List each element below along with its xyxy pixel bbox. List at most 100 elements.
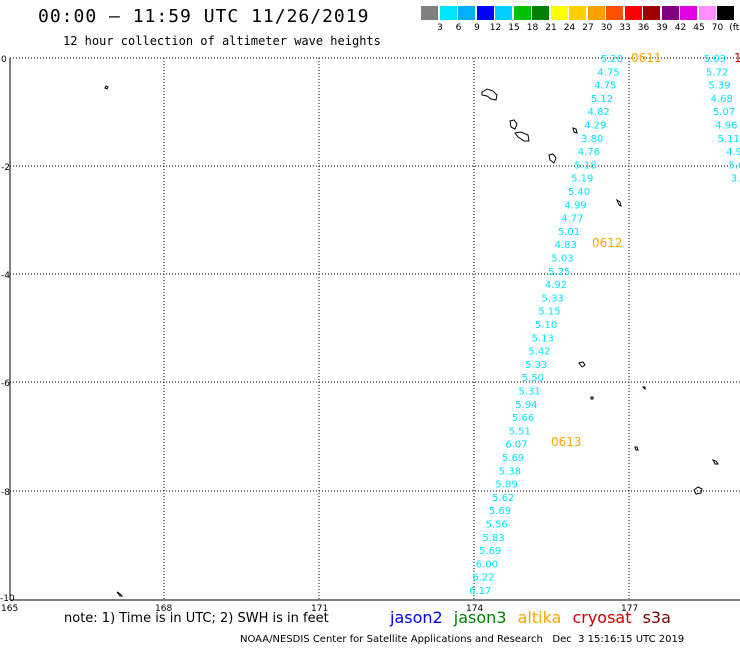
scale-swatch — [550, 6, 568, 20]
swh-value: 4.75 — [597, 67, 619, 78]
altimeter-track-a: 5.20 4.75 4.75 5.12 4.82 4.29 3.80 4.76 5.18 5.19… — [469, 54, 623, 597]
map-subtitle: 12 hour collection of altimeter wave hei… — [63, 34, 381, 48]
scale-label: 45 — [693, 23, 705, 33]
swh-value: 5.62 — [492, 493, 514, 504]
lat-label: -10 — [0, 594, 15, 604]
scale-swatch — [458, 6, 475, 20]
scale-label: 12 — [489, 23, 502, 33]
lon-axis-labels: 165 168 171 174 177 — [1, 604, 638, 614]
scale-label: 39 — [656, 23, 668, 33]
swh-value: 5.72 — [706, 67, 728, 78]
swh-value: 5.19 — [571, 174, 593, 185]
scale-swatch — [476, 6, 494, 20]
swh-value: 5.83 — [482, 533, 504, 544]
scale-swatch — [513, 6, 531, 20]
swh-value: 5.33 — [525, 360, 547, 371]
lon-label: 174 — [466, 604, 483, 614]
swh-value: 5.10 — [535, 320, 557, 331]
swh-value: 4.9 — [726, 147, 740, 158]
scale-label: 30 — [600, 23, 613, 33]
scale-label: 27 — [582, 23, 594, 33]
lat-label: -4 — [1, 271, 10, 281]
scale-label: 70 — [711, 23, 724, 33]
satellite-legend: jason2 jason3 altika cryosat s3a — [390, 608, 677, 627]
lat-label: -2 — [1, 163, 10, 173]
swh-value: 5.40 — [568, 187, 590, 198]
altimeter-track-b: 5.035.725.394.685.074.965.114.95.63.65.4… — [704, 54, 740, 198]
swh-value: 5.20 — [601, 54, 623, 65]
swh-value: 5.03 — [551, 254, 573, 265]
scale-swatch — [661, 6, 679, 20]
legend-item-s3a: s3a — [642, 608, 671, 627]
swh-value: 5.31 — [519, 387, 541, 398]
legend-item-cryosat: cryosat — [572, 608, 632, 627]
credit-line: NOAA/NESDIS Center for Satellite Applica… — [240, 634, 685, 645]
legend-item-jason2: jason2 — [390, 608, 443, 627]
lat-label: 0 — [1, 55, 7, 65]
swh-value: 5.39 — [708, 81, 730, 92]
island-outlines — [104, 85, 719, 597]
scale-swatch — [717, 6, 734, 20]
swh-value: 5.66 — [512, 413, 534, 424]
pass-label: 0613 — [551, 435, 582, 449]
swh-value: 5.56 — [486, 520, 508, 531]
lat-lon-grid — [10, 57, 740, 600]
lat-label: -6 — [1, 379, 10, 389]
lon-label: 168 — [155, 604, 172, 614]
scale-label: 9 — [474, 23, 480, 33]
pass-label: 0612 — [592, 236, 623, 250]
pass-labels: 0611 0612 0613 — [551, 51, 662, 449]
scale-label: 33 — [619, 23, 631, 33]
swh-value: 5.69 — [502, 453, 524, 464]
swh-value: 4.96 — [715, 121, 737, 132]
swh-value: 3.6 — [731, 174, 740, 185]
swh-value: 4.82 — [588, 107, 610, 118]
lat-axis-labels: 0 -2 -4 -6 -8 -10 — [0, 55, 15, 604]
swh-value: 5.13 — [532, 333, 554, 344]
scale-unit: (ft) — [729, 23, 740, 33]
swh-value: 5.01 — [558, 227, 580, 238]
swh-value: 5.18 — [574, 160, 596, 171]
scale-label: 6 — [455, 23, 462, 33]
swh-value: 5.89 — [495, 480, 517, 491]
lon-label: 171 — [311, 604, 328, 614]
swh-value: 6.07 — [505, 440, 527, 451]
scale-swatch — [532, 6, 549, 20]
scale-label: 42 — [674, 23, 687, 33]
scale-label: 18 — [526, 23, 539, 33]
plot-frame — [9, 58, 740, 601]
scale-swatch — [624, 6, 642, 20]
scale-swatch — [421, 6, 438, 20]
scale-swatch — [643, 6, 660, 20]
swh-value: 5.11 — [718, 134, 740, 145]
swh-value: 6.17 — [469, 586, 491, 597]
swh-value: 4.83 — [555, 240, 577, 251]
swh-value: 5.51 — [509, 426, 531, 437]
lon-label: 177 — [621, 604, 638, 614]
swh-value: 4.99 — [565, 200, 587, 211]
scale-label: 21 — [545, 23, 557, 33]
scale-swatch — [698, 6, 716, 20]
scale-swatch — [495, 6, 512, 20]
lat-label: -8 — [1, 488, 10, 498]
swh-value: 4.76 — [578, 147, 600, 158]
legend-item-altika: altika — [517, 608, 562, 627]
scale-label: 15 — [508, 23, 520, 33]
swh-value: 5.42 — [528, 347, 550, 358]
swh-value: 5.12 — [591, 94, 613, 105]
scale-swatch — [439, 6, 457, 20]
swh-value: 5.38 — [499, 466, 521, 477]
swh-value: 4.77 — [561, 214, 583, 225]
swh-value: 5.15 — [538, 307, 560, 318]
scale-label: 24 — [563, 23, 576, 33]
scale-swatch — [587, 6, 605, 20]
pass-label: 0611 — [631, 51, 662, 65]
swh-value: 5.50 — [522, 373, 544, 384]
swh-value: 5.69 — [489, 506, 511, 517]
swh-value: 5.94 — [515, 400, 537, 411]
map-title: 00:00 – 11:59 UTC 11/26/2019 — [38, 6, 370, 27]
swh-value: 5.69 — [479, 546, 501, 557]
swh-value: 6.22 — [472, 573, 494, 584]
swh-value: 6.00 — [476, 559, 498, 570]
